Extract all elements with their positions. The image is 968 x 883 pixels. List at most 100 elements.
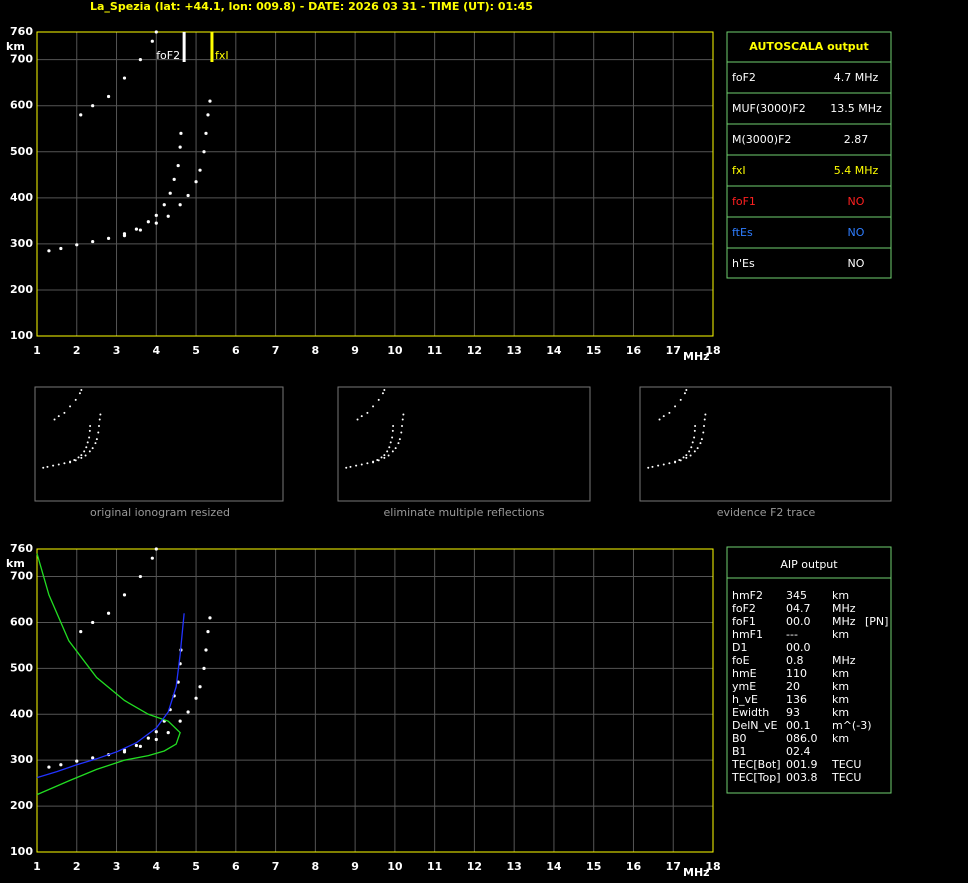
trace-point [77,456,80,459]
aip-cell: 93 [786,706,800,719]
trace-point [679,459,682,462]
trace-point [194,180,198,184]
trace-point [91,620,95,625]
trace-point [91,239,95,244]
trace-point [154,30,158,34]
thumbnail-caption: eliminate multiple reflections [384,506,545,519]
x-tick-label: 6 [232,860,240,873]
x-tick-label: 2 [73,344,81,357]
trace-point [360,463,363,466]
trace-point [166,731,170,735]
trace-point [204,648,208,652]
aip-cell: 136 [786,693,807,706]
aip-cell: 20 [786,680,800,693]
trace-point [402,413,405,416]
trace-point [204,131,208,135]
trace-point [366,411,369,414]
table-value: NO [848,195,865,208]
trace-point [694,425,697,427]
trace-point [80,456,83,459]
trace-point [85,446,88,449]
x-tick-label: 10 [387,344,403,357]
x-tick-label: 12 [467,344,482,357]
thumbnail [639,386,892,502]
aip-cell: 00.0 [786,641,811,654]
table-label: foF2 [732,71,756,84]
table-value: 2.87 [844,133,869,146]
trace-point [154,547,158,551]
aip-cell: MHz [832,654,856,667]
trace-point [91,447,94,450]
trace-point [84,454,87,457]
trace-point [88,429,91,432]
trace-point [79,630,83,634]
x-tick-label: 11 [427,860,442,873]
trace-point [685,456,688,459]
trace-point [208,99,212,103]
thumbnail [337,386,591,502]
trace-point [122,233,127,238]
aip-cell: B1 [732,745,747,758]
trace-point [79,113,83,117]
trace-point [703,425,705,427]
x-tick-label: 4 [152,860,160,873]
table-value: 13.5 MHz [830,102,882,115]
trace-point [178,145,182,149]
x-tick-label: 13 [507,344,522,357]
table-label: h'Es [732,257,755,270]
x-tick-label: 7 [272,860,280,873]
trace-point [366,462,369,465]
trace-point [662,463,665,466]
trace-point [360,415,363,418]
y-tick-label: 200 [10,283,33,296]
aip-cell: DelN_vE [732,719,778,732]
x-tick-label: 2 [73,860,81,873]
trace-point [688,450,691,453]
table-value: 5.4 MHz [834,164,879,177]
trace-point [150,556,154,560]
x-tick-label: 11 [427,344,442,357]
y-tick-label: 400 [10,707,33,720]
trace-point [391,436,394,439]
trace-point [194,696,198,700]
header-title: La_Spezia (lat: +44.1, lon: 009.8) - DAT… [90,0,533,13]
trace-point [122,750,127,754]
trace-point [166,214,170,218]
trace-point [88,450,91,453]
aip-cell: foF2 [732,602,756,615]
trace-point [138,58,142,62]
trace-point [380,456,383,459]
x-tick-label: 10 [387,860,403,873]
trace-point [138,574,142,579]
trace-point [138,228,142,232]
aip-cell: [PN] [865,615,888,628]
x-tick-label: 8 [312,860,320,873]
y-tick-label: 500 [10,145,33,158]
aip-cell: 110 [786,667,807,680]
trace-point [95,438,98,441]
aip-cell: D1 [732,641,747,654]
trace-point [391,429,394,432]
aip-cell: MHz [832,615,856,628]
y-tick-label: 700 [10,53,33,66]
table-label: MUF(3000)F2 [732,102,806,115]
x-tick-label: 14 [546,860,562,873]
aip-cell: TEC[Top] [731,771,781,784]
trace-point [389,441,392,444]
trace-point [138,744,142,749]
trace-point [91,104,95,108]
trace-point [122,76,127,80]
trace-point [693,436,696,439]
trace-point [46,465,49,468]
trace-point [674,405,677,408]
x-tick-label: 3 [113,860,121,873]
trace-point [150,39,154,43]
aip-cell: h_vE [732,693,758,706]
trace-point [674,461,677,464]
y-tick-label: 600 [10,615,33,628]
trace-point [372,461,375,464]
trace-point [53,418,56,421]
trace-point [700,438,703,441]
trace-point [57,415,60,418]
